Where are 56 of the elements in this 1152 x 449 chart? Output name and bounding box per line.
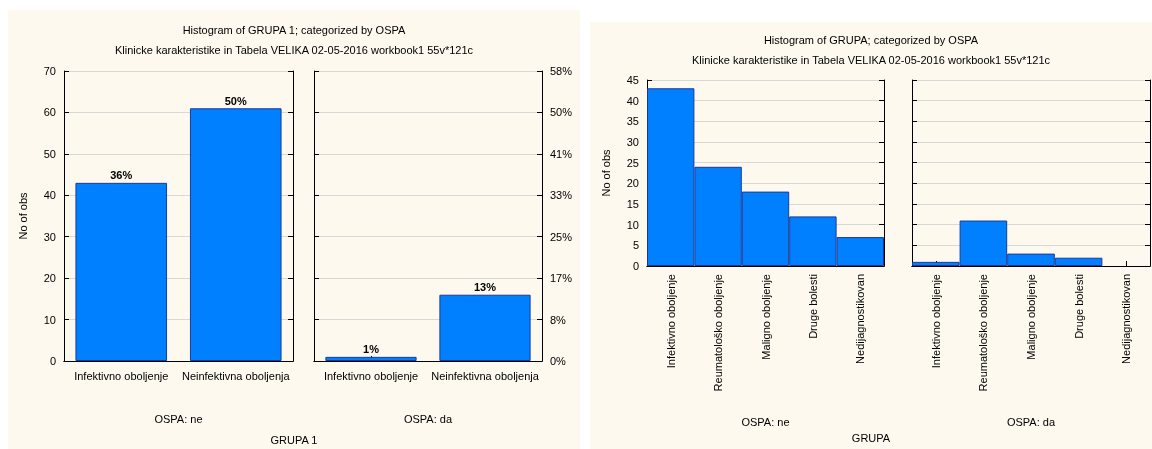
text: GRUPA: [850, 432, 892, 444]
text: 58%: [550, 65, 573, 77]
text: 50%: [550, 106, 573, 119]
text: 25%: [550, 230, 573, 243]
x-tick-label: Reumatološko oboljenje: [712, 274, 725, 392]
y-tick-label: 30: [43, 230, 56, 243]
x-tick-label: Maligno oboljenje: [1025, 274, 1037, 360]
y-tick-label: 50: [43, 147, 56, 160]
y-tick-label: 60: [43, 106, 56, 119]
x-axis-title: OSPA: da: [1006, 415, 1056, 428]
annotation: 50%: [224, 94, 247, 107]
y-axis-title: No of obs: [16, 191, 29, 240]
x-tick-label: Reumatološko oboljenje: [977, 274, 990, 392]
chart-subtitle: Klinicke karakteristike in Tabela VELIKA 02-05-2016 workbook1 55v*121c: [690, 54, 1052, 66]
y-tick-label: 20: [626, 177, 639, 190]
x-axis-title: OSPA: ne: [741, 415, 790, 428]
y-tick-label: 20: [43, 272, 56, 285]
annotation: 36%: [110, 169, 133, 182]
x-axis-title: OSPA: da: [403, 412, 453, 425]
chart-title: Histogram of GRUPA 1; categorized by OSPA: [181, 24, 407, 36]
text: 8%: [550, 313, 566, 326]
y-tick-label: 25: [626, 156, 639, 169]
y-tick-label: 10: [43, 313, 56, 326]
chart-title: Histogram of GRUPA; categorized by OSPA: [762, 34, 980, 46]
text: 33%: [550, 189, 573, 202]
text: 17%: [550, 272, 573, 285]
y-tick-label: 0: [49, 355, 56, 367]
x-axis-title: OSPA: ne: [154, 412, 203, 425]
y-tick-label: 5: [632, 239, 639, 252]
y-tick-label: 70: [43, 65, 56, 77]
y-tick-label: 0: [632, 260, 639, 272]
annotation: 13%: [473, 281, 497, 294]
y-tick-label: 10: [626, 218, 639, 231]
x-tick-label: Nedijagnostikovan: [854, 274, 867, 364]
text: 0%: [550, 355, 566, 367]
x-tick-label: Druge bolesti: [806, 274, 819, 339]
y-tick-label: 40: [43, 189, 56, 202]
y-tick-label: 30: [626, 136, 639, 148]
x-tick-label: Infektivno oboljenje: [929, 274, 942, 369]
y-tick-label: 40: [626, 94, 639, 107]
chart-subtitle: Klinicke karakteristike in Tabela VELIKA 02-05-2016 workbook1 55v*121c: [113, 44, 475, 56]
y-tick-label: 35: [626, 115, 639, 128]
text: 41%: [550, 147, 573, 160]
y-axis-title: No of obs: [599, 148, 612, 197]
x-tick-label: Maligno oboljenje: [759, 274, 772, 360]
x-tick-label: Neinfektivna oboljenja: [431, 370, 540, 382]
text: GRUPA 1: [269, 434, 319, 446]
annotation: 1%: [363, 343, 380, 356]
x-tick-label: Druge bolesti: [1072, 274, 1085, 339]
x-tick-label: Infektivno oboljenje: [664, 274, 677, 369]
x-tick-label: Infektivno oboljenje: [323, 370, 419, 382]
x-tick-label: Infektivno oboljenje: [74, 370, 169, 382]
x-tick-label: Nedijagnostikovan: [1120, 274, 1133, 364]
x-tick-label: Neinfektivna oboljenja: [181, 370, 291, 382]
y-tick-label: 45: [626, 74, 639, 86]
y-tick-label: 15: [626, 198, 639, 210]
